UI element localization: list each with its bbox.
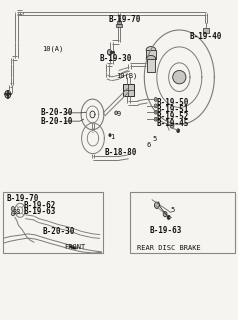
Text: REAR DISC BRAKE: REAR DISC BRAKE <box>138 244 201 251</box>
FancyArrow shape <box>69 245 77 249</box>
Circle shape <box>109 133 111 137</box>
Bar <box>203 28 209 33</box>
Text: B-19-70: B-19-70 <box>108 15 141 24</box>
Text: B-19-45: B-19-45 <box>156 118 189 128</box>
Text: B-19-51: B-19-51 <box>156 105 189 114</box>
Bar <box>146 50 156 59</box>
Text: 10(A): 10(A) <box>42 46 63 52</box>
Text: 33: 33 <box>13 209 21 215</box>
Text: B-19-63: B-19-63 <box>24 207 56 216</box>
Circle shape <box>107 50 112 55</box>
Circle shape <box>154 117 157 121</box>
Circle shape <box>163 212 167 217</box>
Text: B-19-50: B-19-50 <box>156 98 189 107</box>
Circle shape <box>154 98 157 101</box>
Text: B-20-10: B-20-10 <box>40 116 73 126</box>
Text: 5: 5 <box>171 207 175 213</box>
Text: FRONT: FRONT <box>64 244 85 250</box>
Text: B-20-30: B-20-30 <box>42 227 74 236</box>
Text: B-19-63: B-19-63 <box>149 226 182 235</box>
Ellipse shape <box>146 55 156 62</box>
Circle shape <box>154 104 157 108</box>
Text: 9: 9 <box>116 111 120 117</box>
Ellipse shape <box>146 47 156 53</box>
Bar <box>3 192 103 253</box>
Text: B-19-40: B-19-40 <box>190 32 222 41</box>
Text: B-19-52: B-19-52 <box>156 112 189 121</box>
Text: B-19-62: B-19-62 <box>24 201 56 210</box>
Circle shape <box>177 129 180 132</box>
Text: B-19-70: B-19-70 <box>7 194 39 204</box>
Bar <box>123 84 134 96</box>
Circle shape <box>167 215 170 220</box>
Text: 1: 1 <box>110 134 114 140</box>
Text: 5: 5 <box>152 136 156 142</box>
Bar <box>117 21 121 24</box>
Circle shape <box>6 92 9 96</box>
Bar <box>147 59 155 72</box>
Circle shape <box>154 202 159 208</box>
Text: B-18-80: B-18-80 <box>104 148 137 157</box>
Circle shape <box>11 211 15 216</box>
Text: 6: 6 <box>147 142 151 148</box>
Circle shape <box>115 111 118 115</box>
Text: 10(B): 10(B) <box>116 72 137 79</box>
Text: B-20-30: B-20-30 <box>40 108 73 117</box>
Circle shape <box>170 123 174 128</box>
Text: B-19-30: B-19-30 <box>99 53 132 62</box>
Bar <box>116 24 122 27</box>
Circle shape <box>11 206 15 211</box>
Circle shape <box>154 110 157 114</box>
Ellipse shape <box>173 70 186 84</box>
Bar <box>130 192 235 253</box>
